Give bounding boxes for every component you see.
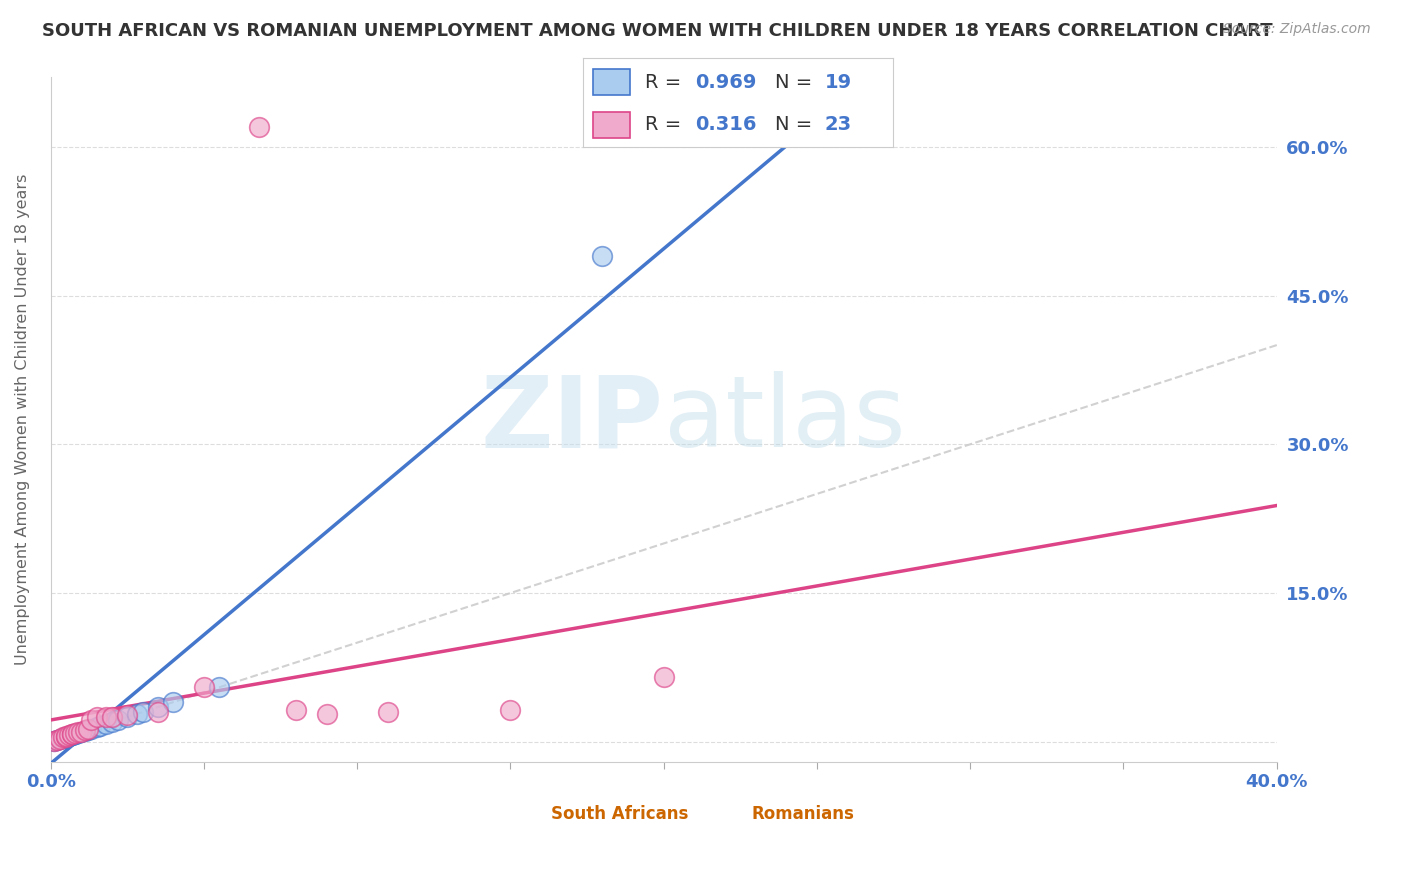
Point [193,680,215,694]
Point [117,710,139,724]
Text: 0.969: 0.969 [695,72,756,92]
Text: atlas: atlas [664,371,905,468]
Text: 0.316: 0.316 [695,115,756,135]
FancyBboxPatch shape [516,801,544,828]
Point [70,724,93,739]
Y-axis label: Unemployment Among Women with Children Under 18 years: Unemployment Among Women with Children U… [15,174,30,665]
Point [55,730,77,744]
Point [49,731,72,746]
Text: R =: R = [645,72,688,92]
Text: Romanians: Romanians [752,805,855,823]
Point [73,723,96,738]
FancyBboxPatch shape [593,69,630,95]
Point [60,728,83,742]
Point [55,730,77,744]
Point [67,726,90,740]
Point [94,717,117,731]
Text: N =: N = [775,72,818,92]
Point [89,719,111,733]
Point [94,710,117,724]
Point [101,710,124,724]
Point [60,727,83,741]
Point [55,730,77,744]
Point [652,670,675,684]
Point [146,700,169,714]
Text: R =: R = [645,115,688,135]
Text: N =: N = [775,115,818,135]
Point [58,728,80,742]
Point [73,723,96,737]
Point [49,731,72,746]
Point [377,705,399,719]
Point [125,706,148,721]
Point [79,713,101,727]
Point [146,705,169,719]
Point [65,727,87,741]
Text: Source: ZipAtlas.com: Source: ZipAtlas.com [1223,22,1371,37]
Point [107,713,129,727]
Point [132,705,155,719]
Point [46,732,69,747]
FancyBboxPatch shape [717,801,744,828]
Point [67,724,90,739]
Point [285,703,308,717]
Point [86,720,108,734]
Point [52,730,75,744]
FancyBboxPatch shape [593,112,630,138]
Point [86,710,108,724]
Point [79,722,101,736]
Point [65,727,87,741]
Point [65,726,87,740]
Point [499,703,522,717]
Point [101,714,124,729]
Point [42,733,65,747]
Text: ZIP: ZIP [481,371,664,468]
Point [52,731,75,745]
Text: SOUTH AFRICAN VS ROMANIAN UNEMPLOYMENT AMONG WOMEN WITH CHILDREN UNDER 18 YEARS : SOUTH AFRICAN VS ROMANIAN UNEMPLOYMENT A… [42,22,1272,40]
Point [76,722,98,736]
Point [591,249,613,263]
Point [60,728,83,742]
Point [60,727,83,741]
Point [76,723,98,737]
Text: 19: 19 [825,72,852,92]
Point [162,695,184,709]
Point [52,731,75,745]
Point [208,680,231,694]
Point [70,724,93,739]
Point [58,729,80,743]
Point [42,733,65,747]
Text: South Africans: South Africans [551,805,689,823]
Text: 23: 23 [825,115,852,135]
Point [315,706,337,721]
Point [58,729,80,743]
Point [117,708,139,723]
Point [55,729,77,743]
Point [247,120,270,134]
Point [46,732,69,747]
